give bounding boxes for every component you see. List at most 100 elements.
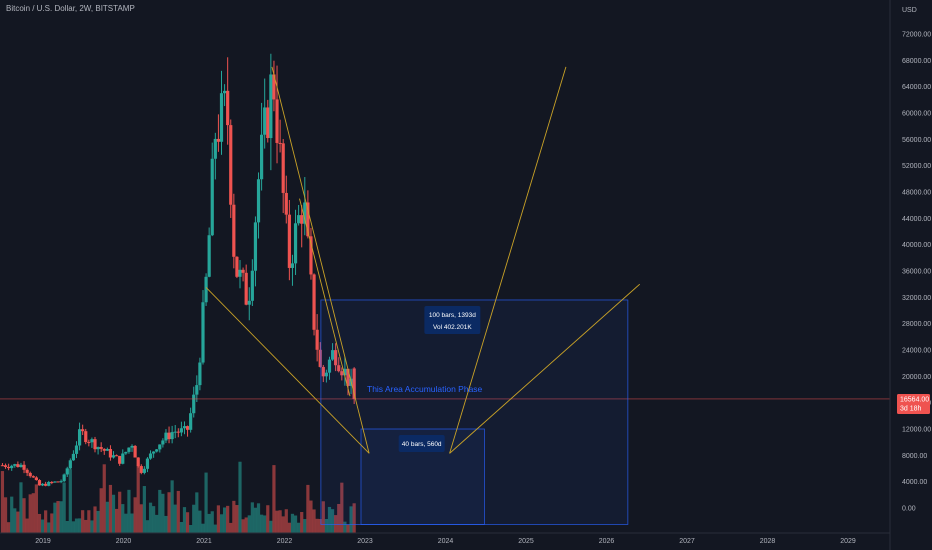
candle-body (139, 466, 143, 473)
volume-bar (293, 515, 298, 533)
x-tick-label: 2023 (357, 538, 373, 545)
volume-bar (81, 510, 85, 533)
wedge-trend-line[interactable] (205, 287, 370, 454)
candle-body (77, 429, 82, 446)
candle-body (173, 431, 177, 433)
candle-body (235, 256, 239, 277)
candle-body (189, 413, 193, 430)
candle-body (266, 107, 270, 139)
candle-body (102, 448, 106, 451)
volume-bar (10, 496, 14, 533)
y-tick-label: 64000.00 (902, 84, 931, 91)
projection-trend-line[interactable] (449, 66, 567, 454)
volume-bar (263, 515, 267, 533)
volume-bar (247, 515, 251, 533)
candle-body (136, 457, 140, 467)
projection-trend-line[interactable] (449, 283, 641, 454)
candle-body (44, 483, 48, 486)
volume-bar (130, 513, 134, 533)
volume-bar (306, 484, 310, 533)
volume-bar (133, 497, 137, 533)
volume-bar (260, 514, 264, 533)
volume-bar (31, 493, 35, 533)
volume-bar (198, 510, 202, 533)
volume-bar (346, 524, 350, 533)
candle-body (321, 366, 325, 377)
x-tick-label: 2019 (35, 538, 51, 545)
candle-body (306, 202, 310, 237)
candle-body (318, 349, 322, 367)
volume-bar (287, 522, 291, 533)
volume-bar (158, 489, 162, 533)
volume-bar (47, 522, 51, 533)
candle-body (34, 477, 38, 481)
volume-bar (312, 509, 316, 533)
candle-body (68, 460, 72, 469)
candle-body (105, 449, 109, 451)
candle-body (155, 449, 159, 452)
y-tick-label: 4000.00 (902, 479, 927, 486)
volume-bar (93, 506, 97, 533)
x-tick-label: 2026 (599, 538, 615, 545)
volume-bar (226, 505, 230, 533)
candle-body (111, 455, 116, 458)
volume-bar (145, 520, 150, 533)
drawing-tools-layer[interactable]: 100 bars, 1393d Vol 402.201K 40 bars, 560d… (0, 66, 890, 525)
candle-body (238, 269, 242, 277)
candle-body (96, 447, 100, 450)
candle-body (269, 74, 273, 139)
candle-body (40, 483, 45, 486)
volume-bar (7, 522, 11, 533)
volume-bar (275, 510, 279, 533)
candle-body (74, 445, 79, 454)
volume-bar (303, 519, 307, 533)
volume-bar (266, 505, 270, 533)
volume-bar (53, 502, 57, 533)
candle-body (176, 431, 180, 433)
accumulation-phase-note[interactable]: This Area Accumulation Phase (367, 384, 483, 394)
candle-body (222, 90, 227, 94)
volume-bar (77, 518, 82, 533)
y-tick-label: 24000.00 (902, 348, 931, 355)
volume-bar (13, 508, 17, 533)
wedge-trend-line[interactable] (271, 66, 370, 454)
candle-body (346, 368, 350, 386)
volume-bar (34, 484, 38, 533)
candle-body (195, 385, 199, 395)
candle-body (303, 202, 307, 224)
candle-body (167, 432, 171, 440)
candle-body (241, 269, 245, 273)
volume-bar (102, 464, 106, 533)
volume-bar (115, 508, 119, 533)
last-price-badge (897, 393, 930, 414)
candle-body (198, 362, 202, 386)
candle-body (127, 447, 131, 452)
candle-body (148, 453, 153, 459)
candle-body (19, 464, 23, 468)
candle-body (213, 138, 217, 159)
volume-bar (182, 507, 187, 533)
candle-body (3, 465, 8, 467)
symbol-title[interactable]: Bitcoin / U.S. Dollar, 2W, BITSTAMP (6, 4, 135, 13)
volume-bar (278, 510, 282, 533)
candle-body (192, 394, 196, 414)
candle-body (352, 368, 356, 399)
bar-countdown-label: 3d 18h (900, 405, 922, 412)
x-tick-label: 2024 (438, 538, 454, 545)
candlestick-series (0, 53, 356, 487)
candle-body (53, 481, 57, 483)
volume-bar (136, 465, 140, 533)
volume-bar (284, 509, 288, 533)
candle-body (278, 142, 282, 144)
volume-bar (256, 503, 261, 533)
date-price-range-large[interactable] (320, 299, 629, 525)
wedge-trend-line[interactable] (299, 198, 351, 397)
volume-bar (315, 518, 319, 533)
volume-bar (0, 471, 5, 533)
volume-bar (19, 482, 23, 533)
volume-bar (253, 507, 258, 533)
volume-bar (324, 518, 328, 533)
candle-body (87, 442, 91, 444)
volume-bar (219, 514, 224, 533)
